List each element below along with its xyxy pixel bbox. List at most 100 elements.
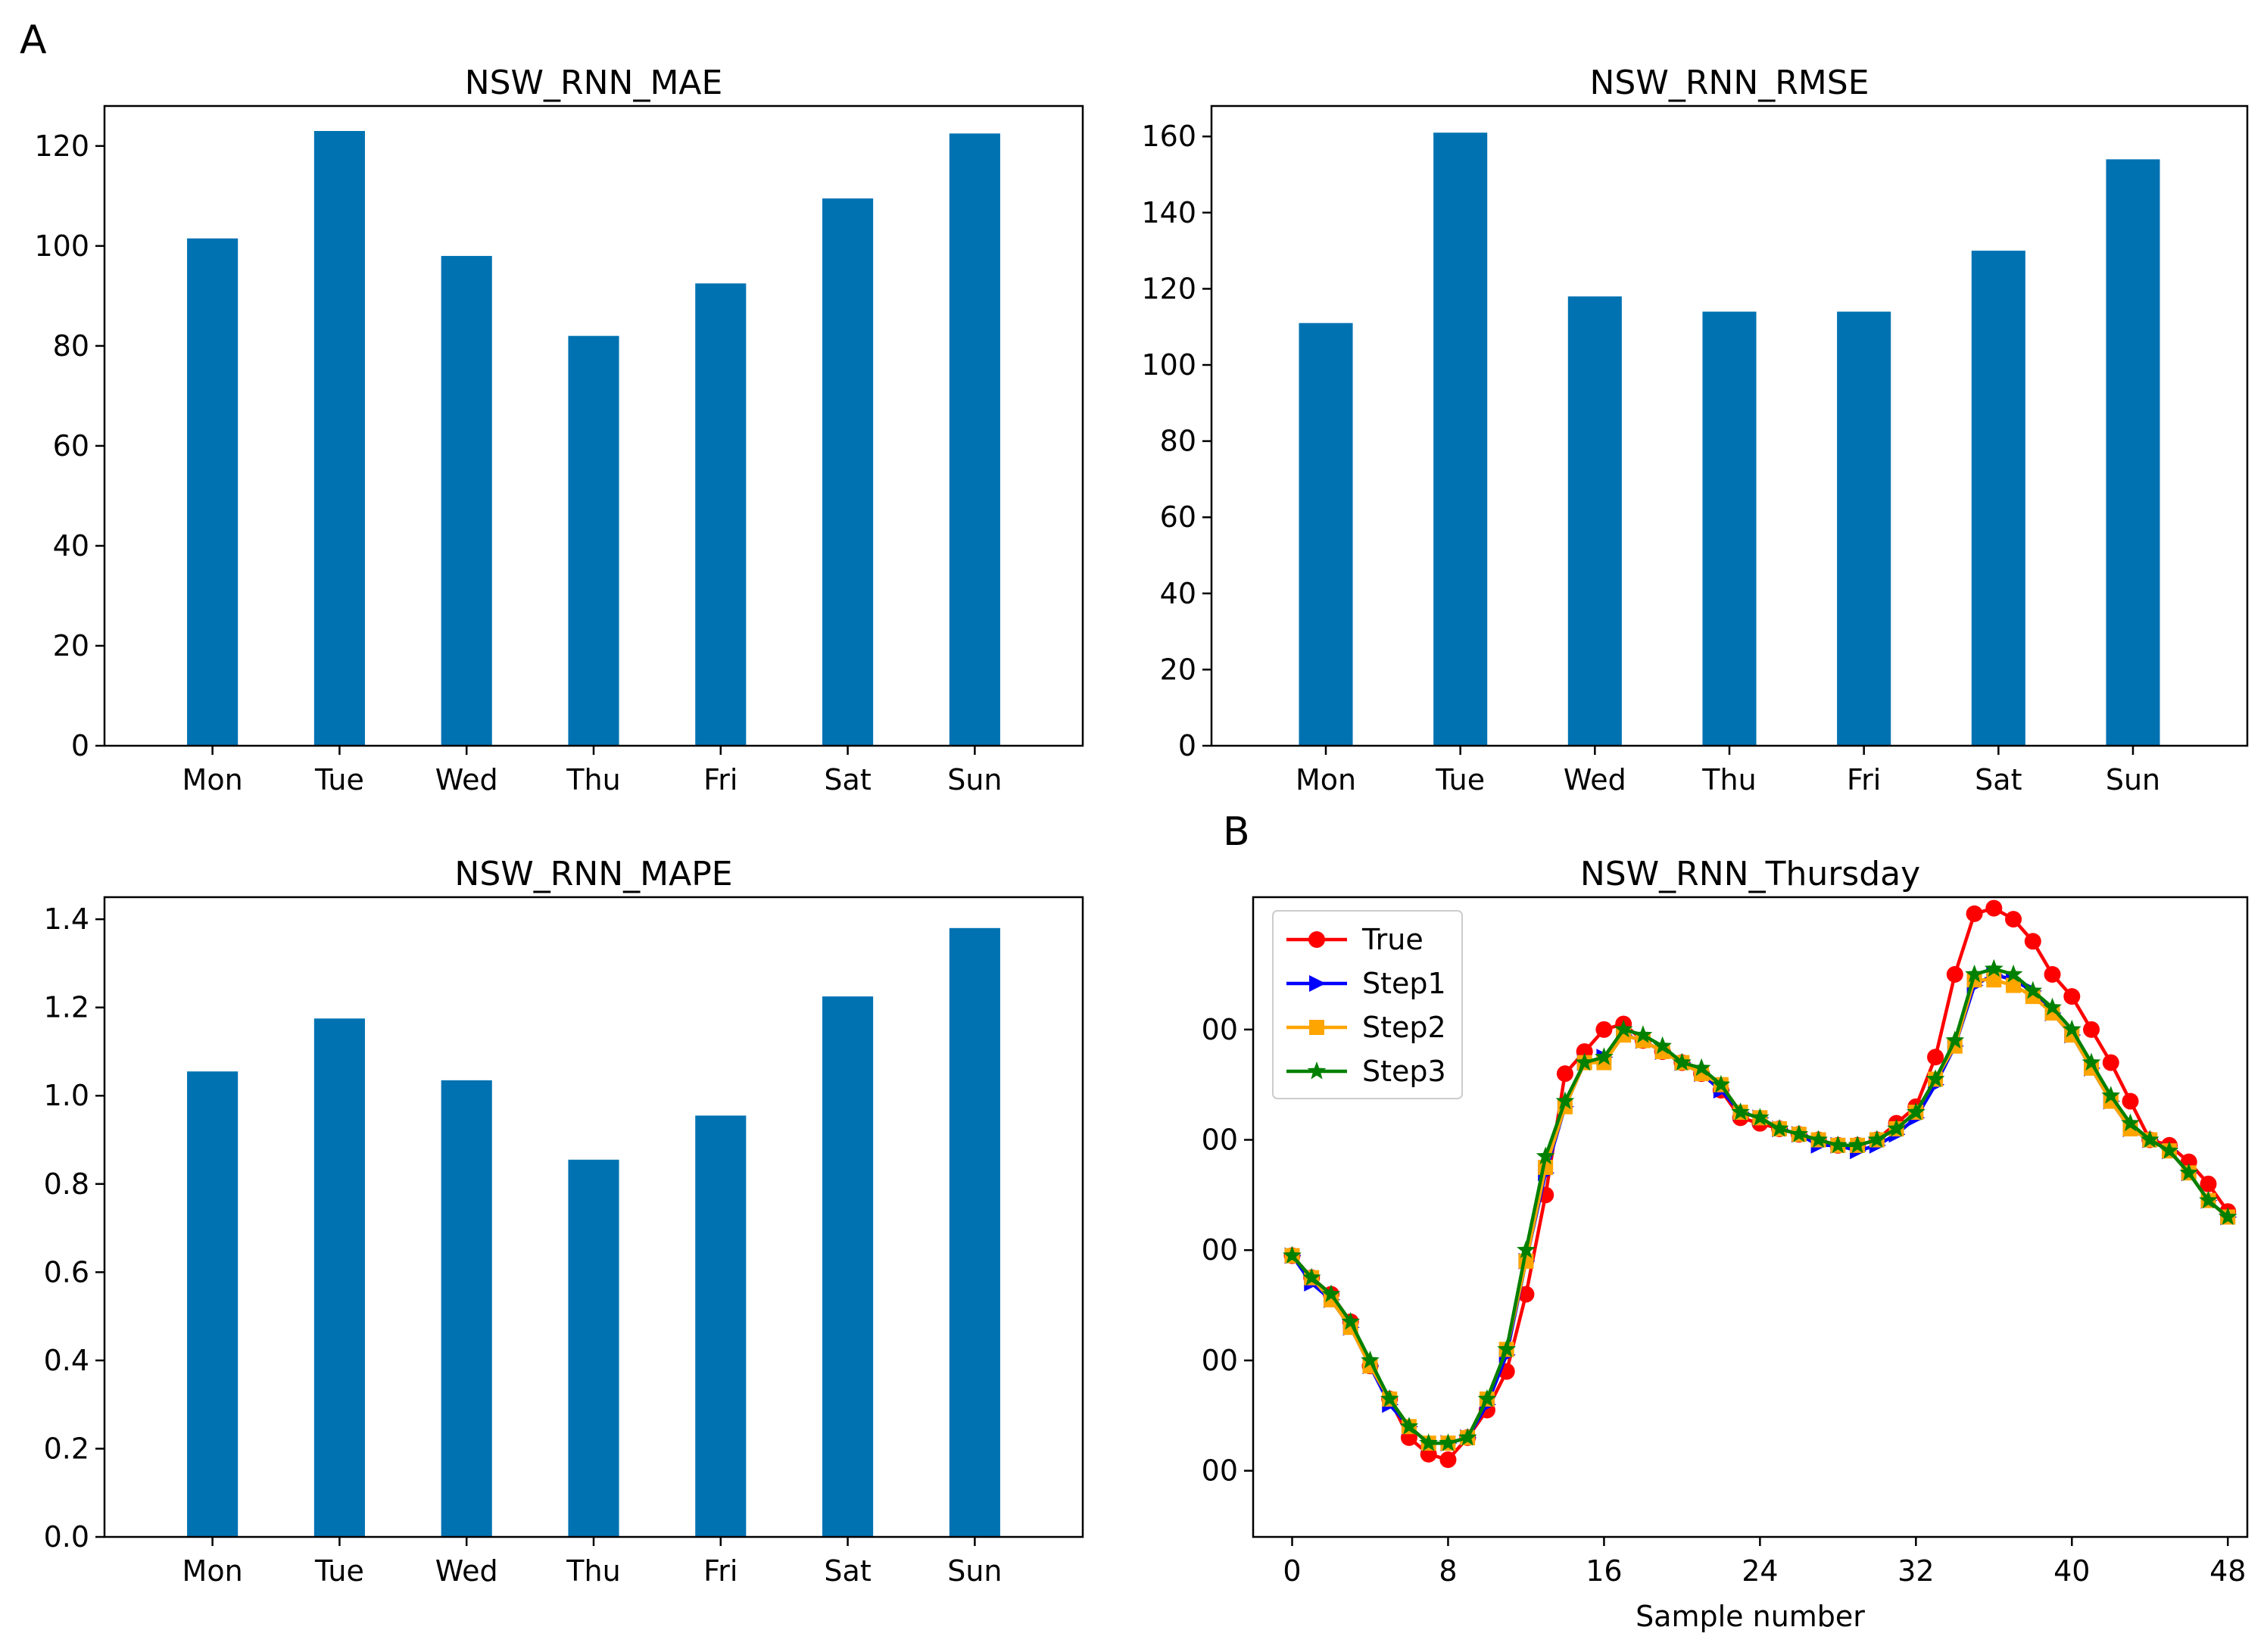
data-point-step2 bbox=[1986, 972, 2002, 988]
y-tick-label: 160 bbox=[1141, 120, 1196, 153]
y-tick-label: 00 bbox=[1202, 1233, 1238, 1267]
y-tick-label: 40 bbox=[53, 529, 89, 563]
x-tick-label: Sun bbox=[947, 763, 1002, 796]
x-tick-label: Thu bbox=[566, 1554, 620, 1588]
data-point-step3 bbox=[1517, 1240, 1536, 1258]
data-point-step3 bbox=[1848, 1135, 1867, 1154]
data-point-step3 bbox=[2004, 965, 2023, 983]
legend-box bbox=[1272, 910, 1463, 1099]
y-tick-label: 20 bbox=[1160, 653, 1196, 686]
y-tick-label: 0.2 bbox=[44, 1432, 89, 1465]
data-point-step3 bbox=[2101, 1086, 2121, 1104]
legend-marker bbox=[1309, 1020, 1324, 1035]
data-point-step3 bbox=[1458, 1427, 1477, 1446]
x-tick-label: 16 bbox=[1586, 1554, 1622, 1588]
y-tick-label: 140 bbox=[1141, 196, 1196, 229]
data-point-true bbox=[2083, 1021, 2100, 1038]
data-point-step3 bbox=[1731, 1102, 1750, 1121]
y-tick-label: 40 bbox=[1160, 577, 1196, 610]
legend-label: Step3 bbox=[1362, 1055, 1446, 1088]
legend-entry-true: True bbox=[1286, 923, 1424, 956]
data-point-step3 bbox=[1692, 1058, 1711, 1077]
data-point-step2 bbox=[2006, 977, 2022, 993]
chart-title: NSW_RNN_MAPE bbox=[454, 855, 732, 893]
legend-label: Step2 bbox=[1362, 1011, 1446, 1044]
data-point-true bbox=[2044, 965, 2061, 983]
y-tick-label: 120 bbox=[34, 129, 89, 163]
data-point-step3 bbox=[2179, 1163, 2199, 1181]
data-point-step3 bbox=[1711, 1074, 1731, 1093]
y-tick-label: 00 bbox=[1202, 1124, 1238, 1157]
y-tick-label: 0.6 bbox=[44, 1255, 89, 1289]
x-tick-label: 32 bbox=[1897, 1554, 1934, 1588]
data-point-step3 bbox=[2121, 1113, 2140, 1132]
data-point-step3 bbox=[2159, 1141, 2179, 1159]
axes-frame bbox=[1252, 896, 2249, 1538]
data-point-step3 bbox=[1965, 965, 1984, 983]
x-tick-label: Tue bbox=[314, 1554, 364, 1588]
x-tick-label: Wed bbox=[435, 1554, 498, 1588]
data-point-step3 bbox=[1633, 1025, 1653, 1043]
y-tick-label: 1.2 bbox=[44, 991, 89, 1024]
data-point-true bbox=[1595, 1021, 1613, 1038]
bar-fri bbox=[695, 283, 747, 746]
x-tick-label: Fri bbox=[703, 763, 737, 796]
y-tick-label: 80 bbox=[53, 329, 89, 363]
bar-sun bbox=[949, 133, 1000, 746]
y-tick-label: 00 bbox=[1202, 1454, 1238, 1488]
x-tick-label: 48 bbox=[2209, 1554, 2246, 1588]
data-point-step3 bbox=[1477, 1389, 1497, 1407]
x-tick-label: Wed bbox=[1564, 763, 1626, 796]
y-tick-label: 20 bbox=[53, 629, 89, 662]
bar-wed bbox=[441, 256, 492, 746]
x-tick-label: 40 bbox=[2053, 1554, 2090, 1588]
data-point-step3 bbox=[2023, 980, 2043, 999]
data-point-step3 bbox=[2081, 1052, 2101, 1071]
x-tick-label: 8 bbox=[1439, 1554, 1457, 1588]
data-point-step3 bbox=[1321, 1284, 1341, 1302]
bar-mon bbox=[187, 238, 239, 746]
x-tick-label: Mon bbox=[182, 763, 243, 796]
x-tick-label: Tue bbox=[1435, 763, 1485, 796]
chart-rmse: 0 20 40 60 80 100 120 140 160 Mon Tue Wed Thu Fri Sat S… bbox=[1141, 64, 2249, 796]
bar-sat bbox=[1971, 251, 2025, 746]
y-tick-label: 00 bbox=[1202, 1344, 1238, 1377]
bar-thu bbox=[568, 1159, 619, 1537]
bar-mon bbox=[1299, 323, 1353, 747]
x-tick-label: Thu bbox=[566, 763, 620, 796]
data-point-true bbox=[2005, 911, 2022, 928]
y-tick-label: 120 bbox=[1141, 272, 1196, 305]
y-tick-label: 80 bbox=[1160, 425, 1196, 458]
bar-sun bbox=[2106, 159, 2160, 746]
data-point-step3 bbox=[1283, 1245, 1302, 1264]
x-tick-label: Sat bbox=[1975, 763, 2022, 796]
x-tick-label: 24 bbox=[1742, 1554, 1778, 1588]
data-point-true bbox=[2200, 1175, 2217, 1192]
data-point-step3 bbox=[1361, 1350, 1380, 1369]
bar-sun bbox=[949, 927, 1000, 1537]
chart-title: NSW_RNN_Thursday bbox=[1580, 855, 1920, 893]
y-tick-label: 00 bbox=[1202, 1013, 1238, 1046]
data-point-step3 bbox=[1439, 1433, 1458, 1451]
data-point-step3 bbox=[2062, 1019, 2081, 1038]
y-tick-label: 60 bbox=[1160, 500, 1196, 534]
y-tick-label: 1.0 bbox=[44, 1079, 89, 1112]
x-tick-label: Sun bbox=[947, 1554, 1002, 1588]
data-point-step3 bbox=[1555, 1091, 1575, 1109]
x-tick-label: Sun bbox=[2106, 763, 2160, 796]
panel-label-a: A bbox=[20, 17, 47, 63]
chart-title: NSW_RNN_RMSE bbox=[1589, 64, 1869, 102]
data-point-step3 bbox=[1945, 1030, 1965, 1049]
data-point-step3 bbox=[1789, 1124, 1809, 1142]
bar-fri bbox=[695, 1115, 747, 1537]
bar-tue bbox=[313, 131, 365, 746]
bar-tue bbox=[313, 1018, 365, 1537]
data-point-step3 bbox=[1751, 1108, 1770, 1126]
data-point-true bbox=[2102, 1054, 2119, 1071]
data-point-true bbox=[1966, 905, 1983, 922]
data-point-step3 bbox=[1867, 1130, 1887, 1148]
chart-mape: 0.0 0.2 0.4 0.6 0.8 1.0 1.2 1.4 Mon Tue Wed Thu Fri S… bbox=[44, 855, 1084, 1588]
data-point-step3 bbox=[1380, 1389, 1399, 1407]
